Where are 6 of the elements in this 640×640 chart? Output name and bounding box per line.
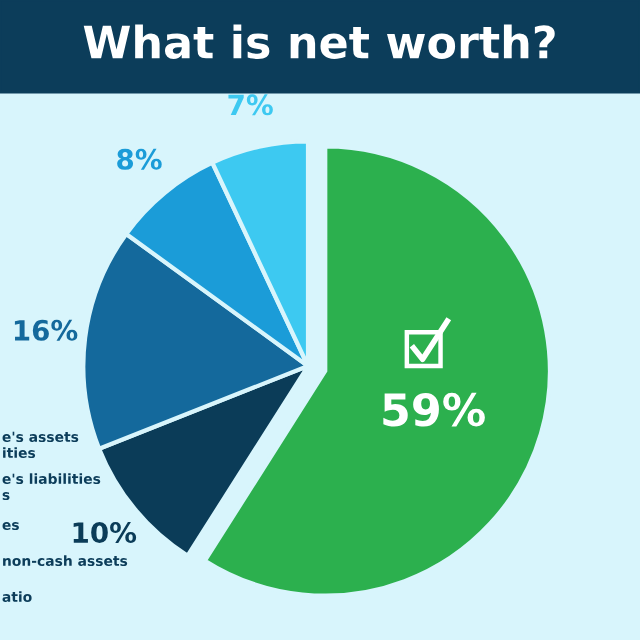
data-label: 10% xyxy=(73,522,137,544)
data-label: 16% xyxy=(14,319,78,341)
data-label: 7% xyxy=(228,94,273,116)
chart-title: What is net worth? xyxy=(83,24,555,59)
data-label: 8% xyxy=(117,148,162,170)
data-label: 59% xyxy=(383,392,485,427)
